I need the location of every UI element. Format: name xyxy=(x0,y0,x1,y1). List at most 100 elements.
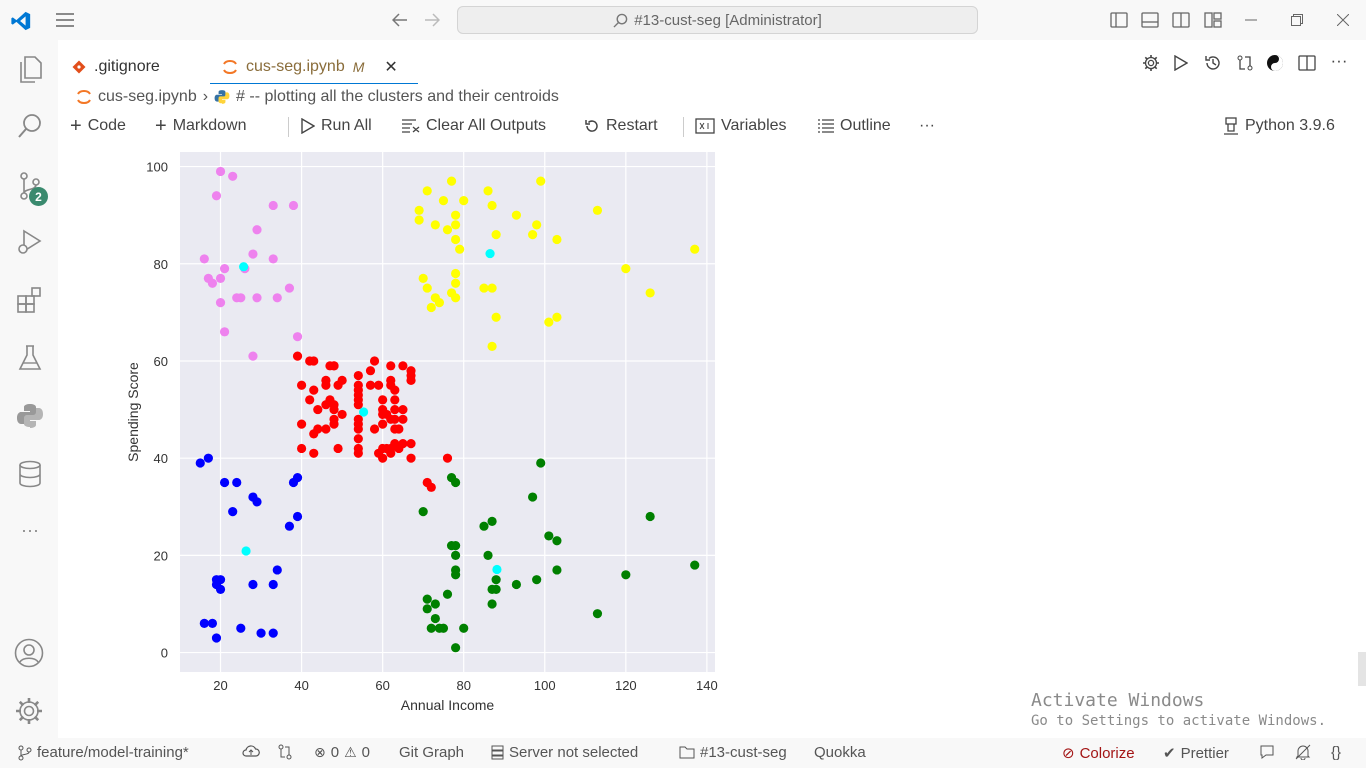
accounts-icon[interactable] xyxy=(12,636,46,670)
split-editor-icon[interactable] xyxy=(1296,52,1318,74)
back-arrow-icon[interactable] xyxy=(388,8,412,32)
data-point xyxy=(442,589,453,599)
data-point xyxy=(272,565,282,575)
add-code-cell-button[interactable]: + Code xyxy=(70,114,126,137)
variables-button[interactable]: Variables xyxy=(695,114,787,138)
git-graph-status[interactable]: Git Graph xyxy=(399,744,465,761)
data-point xyxy=(398,361,408,371)
tab-gitignore[interactable]: .gitignore xyxy=(72,50,160,84)
data-point xyxy=(390,395,400,405)
problems-status[interactable]: ⊗ 0 ⚠ 0 xyxy=(314,744,370,761)
activate-windows-title: Activate Windows xyxy=(1031,690,1205,711)
toolbar-divider xyxy=(288,117,289,137)
quokka-status[interactable]: Quokka xyxy=(814,744,866,761)
data-point xyxy=(438,195,449,206)
prettier-status[interactable]: ✔ Prettier xyxy=(1163,744,1229,763)
data-point xyxy=(451,550,461,560)
data-point xyxy=(353,370,363,381)
tab-label: cus-seg.ipynb xyxy=(246,57,345,75)
close-window-icon[interactable] xyxy=(1332,9,1354,31)
run-all-icon xyxy=(301,118,315,134)
server-status[interactable]: Server not selected xyxy=(491,744,638,761)
y-tick-label: 100 xyxy=(146,160,168,175)
restore-icon[interactable] xyxy=(1286,9,1308,31)
data-point xyxy=(430,599,440,609)
data-point xyxy=(292,473,303,483)
settings-gear-icon[interactable] xyxy=(1140,52,1162,74)
compare-changes-icon[interactable] xyxy=(1234,52,1256,74)
y-tick-label: 40 xyxy=(154,451,168,466)
workspace-folder-status[interactable]: #13-cust-seg xyxy=(679,744,787,761)
customize-layout-icon[interactable] xyxy=(1202,9,1224,31)
data-point xyxy=(426,623,436,633)
more-views-icon[interactable]: ··· xyxy=(21,519,39,540)
toggle-panel-icon[interactable] xyxy=(1139,9,1161,31)
kernel-picker-button[interactable]: Python 3.9.6 xyxy=(1223,114,1335,138)
forward-arrow-icon[interactable] xyxy=(420,8,444,32)
close-tab-icon[interactable]: ✕ xyxy=(384,58,398,76)
data-point xyxy=(313,424,323,434)
breadcrumb-file[interactable]: cus-seg.ipynb xyxy=(98,88,197,105)
toolbar-more-button[interactable]: ··· xyxy=(919,117,935,134)
feedback-icon[interactable] xyxy=(1259,744,1275,760)
json-braces-icon[interactable]: {} xyxy=(1331,744,1342,761)
extensions-icon[interactable] xyxy=(14,284,46,316)
data-point xyxy=(528,492,538,502)
explorer-icon[interactable] xyxy=(14,54,46,86)
git-branch-status[interactable]: feature/model-training* xyxy=(18,744,189,761)
git-compare-icon[interactable] xyxy=(277,744,293,760)
run-file-icon[interactable] xyxy=(1170,52,1192,74)
database-icon[interactable] xyxy=(14,458,46,490)
more-actions-icon[interactable]: ··· xyxy=(1330,51,1348,70)
notifications-bell-icon[interactable] xyxy=(1295,744,1311,760)
breadcrumb: cus-seg.ipynb › # -- plotting all the cl… xyxy=(76,86,559,108)
minimize-icon[interactable] xyxy=(1240,9,1262,31)
data-point xyxy=(284,521,295,531)
data-point xyxy=(532,220,542,230)
run-all-button[interactable]: Run All xyxy=(301,114,372,138)
yin-yang-icon[interactable] xyxy=(1264,52,1286,74)
sync-cloud-icon[interactable] xyxy=(242,744,260,758)
data-point xyxy=(248,579,258,590)
data-point xyxy=(321,380,331,390)
menu-icon[interactable] xyxy=(52,8,78,32)
outline-button[interactable]: Outline xyxy=(818,114,891,138)
data-point xyxy=(491,312,501,322)
data-point xyxy=(369,356,380,366)
data-point xyxy=(414,205,424,215)
title-bar: #13-cust-seg [Administrator] xyxy=(0,0,1366,40)
timeline-history-icon[interactable] xyxy=(1202,52,1224,74)
data-point xyxy=(272,293,282,303)
python-icon[interactable] xyxy=(14,400,46,432)
vertical-scrollbar-thumb[interactable] xyxy=(1358,652,1366,686)
command-center-search[interactable]: #13-cust-seg [Administrator] xyxy=(457,6,978,34)
data-point xyxy=(485,248,495,259)
data-point xyxy=(451,234,461,245)
data-point xyxy=(313,404,323,415)
toggle-secondary-sidebar-icon[interactable] xyxy=(1170,9,1192,31)
vscode-logo-icon[interactable] xyxy=(10,10,32,32)
clear-all-outputs-button[interactable]: Clear All Outputs xyxy=(402,114,546,138)
data-point xyxy=(215,166,226,177)
tab-label: .gitignore xyxy=(94,58,160,75)
data-point xyxy=(390,385,400,395)
colorize-status[interactable]: ⊘ Colorize xyxy=(1062,744,1135,763)
restart-kernel-button[interactable]: Restart xyxy=(584,114,658,138)
data-point xyxy=(296,443,307,454)
data-point xyxy=(353,424,363,434)
breadcrumb-cell[interactable]: # -- plotting all the clusters and their… xyxy=(236,88,559,105)
data-point xyxy=(215,584,226,594)
source-control-icon[interactable] xyxy=(14,168,46,204)
data-point xyxy=(430,220,440,230)
data-point xyxy=(292,332,303,342)
testing-flask-icon[interactable] xyxy=(14,342,46,374)
data-point xyxy=(211,191,222,201)
add-markdown-cell-button[interactable]: + Markdown xyxy=(155,114,247,137)
search-sidebar-icon[interactable] xyxy=(14,110,46,142)
tab-cus-seg-ipynb[interactable]: cus-seg.ipynb M ✕ xyxy=(210,50,418,84)
manage-gear-icon[interactable] xyxy=(12,694,46,728)
toggle-primary-sidebar-icon[interactable] xyxy=(1108,9,1130,31)
run-debug-icon[interactable] xyxy=(14,226,46,258)
restart-icon xyxy=(585,120,598,132)
data-point xyxy=(359,407,369,417)
